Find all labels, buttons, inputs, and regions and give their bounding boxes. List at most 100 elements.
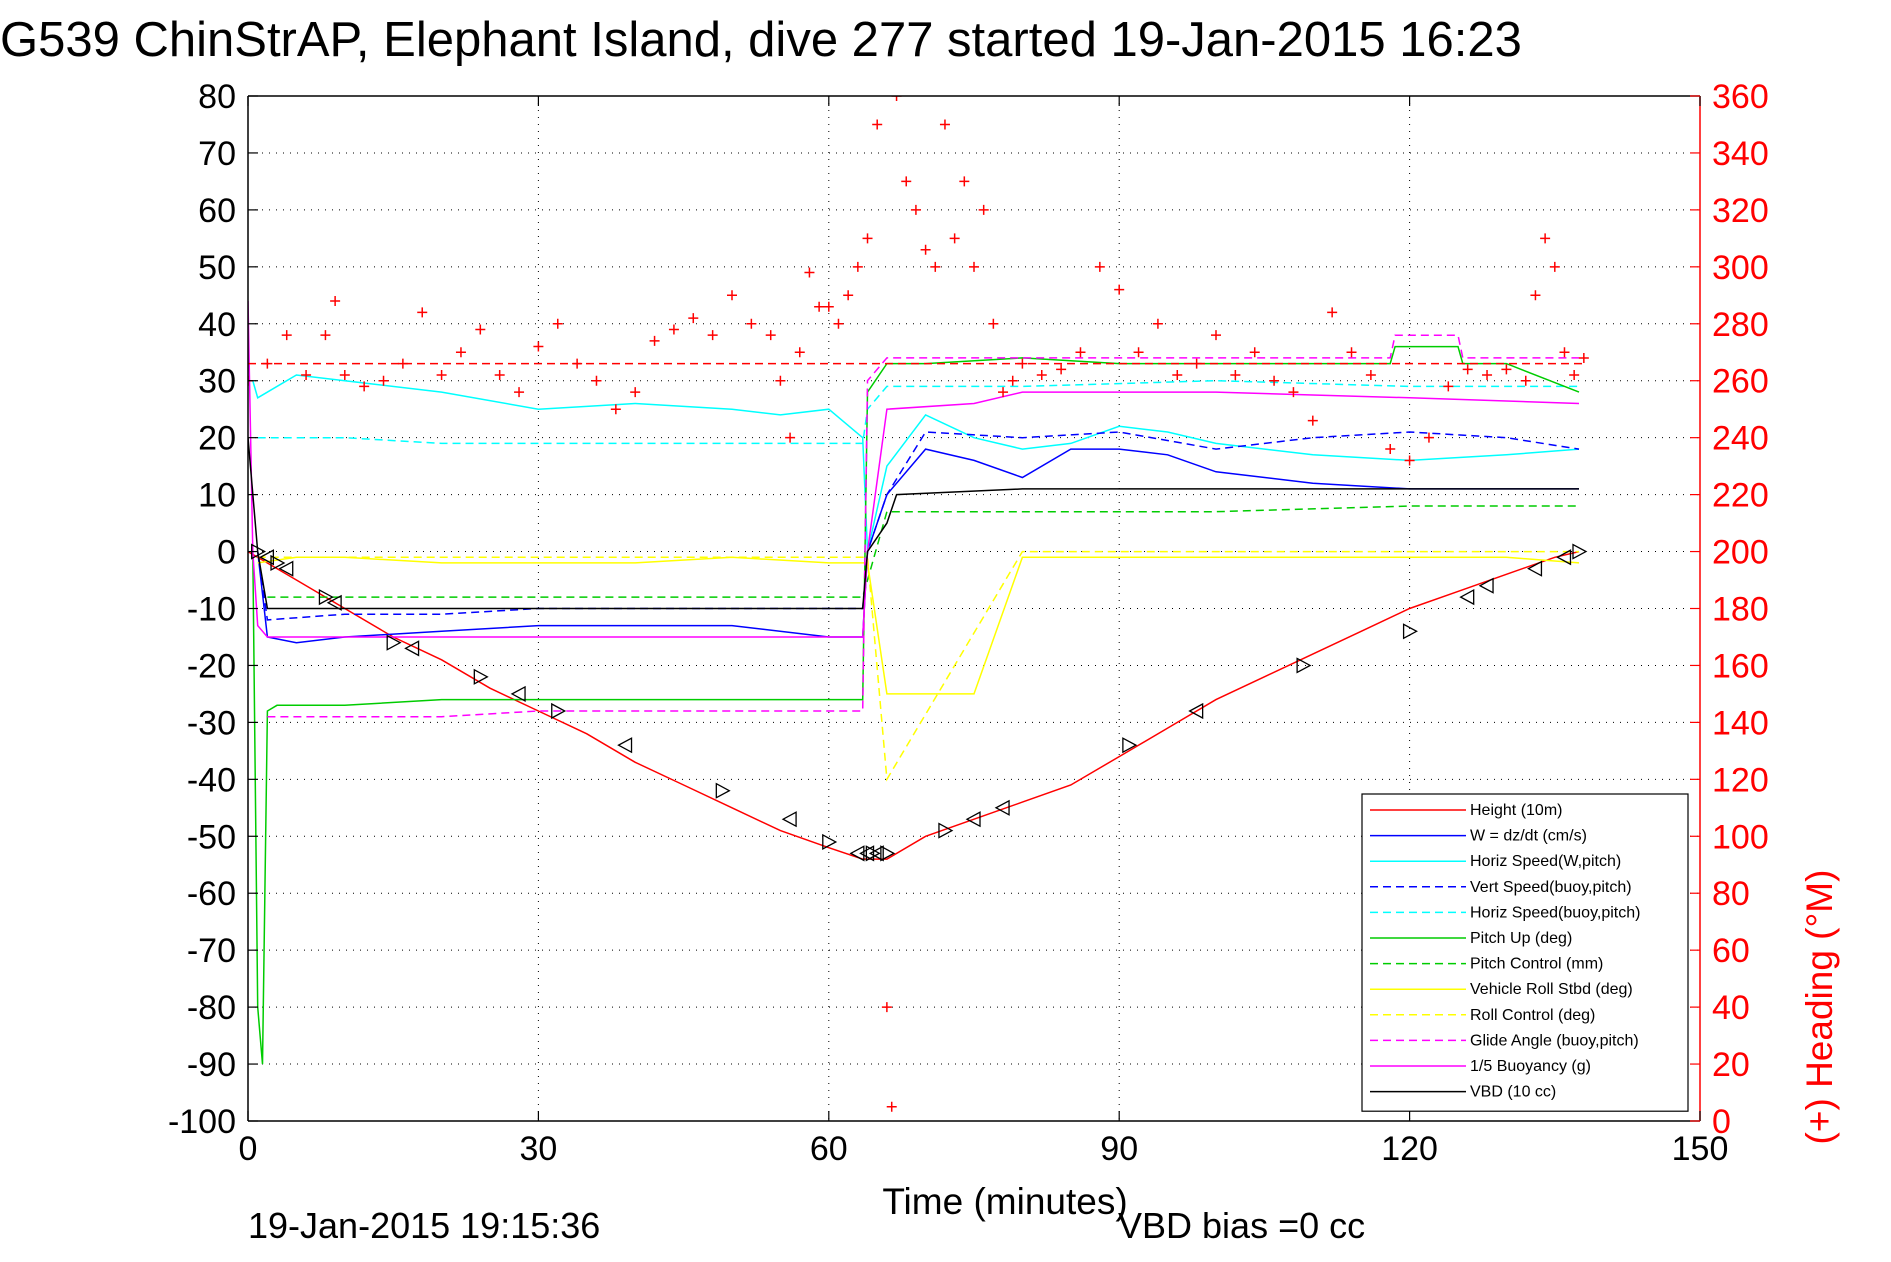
legend-label: Vehicle Roll Stbd (deg) xyxy=(1470,981,1633,998)
y2-tick-label: 280 xyxy=(1712,306,1769,344)
track-marker xyxy=(1478,577,1494,594)
y-tick-label: -50 xyxy=(187,818,236,856)
heading-marker xyxy=(591,375,602,386)
legend-label: 1/5 Buoyancy (g) xyxy=(1470,1058,1591,1075)
heading-marker xyxy=(1007,375,1018,386)
track-marker xyxy=(551,702,567,720)
legend-label: Roll Control (deg) xyxy=(1470,1007,1595,1024)
track-marker xyxy=(318,589,334,606)
y2-tick-label: 260 xyxy=(1712,363,1769,401)
heading-marker xyxy=(1520,375,1531,386)
y-tick-label: 20 xyxy=(198,420,236,458)
heading-marker xyxy=(1404,455,1415,466)
y-tick-label: 10 xyxy=(198,477,236,515)
y2-tick-label: 200 xyxy=(1712,534,1769,572)
y-tick-label: -40 xyxy=(187,761,236,799)
x-tick-label: 120 xyxy=(1381,1130,1438,1168)
heading-marker xyxy=(1385,444,1396,455)
y-tick-label: 50 xyxy=(198,249,236,287)
heading-marker xyxy=(1540,233,1551,244)
heading-marker xyxy=(1549,261,1560,272)
legend-label: Vert Speed(buoy,pitch) xyxy=(1470,879,1632,896)
y-tick-label: -70 xyxy=(187,932,236,970)
legend-label: Pitch Control (mm) xyxy=(1470,956,1603,973)
y2-tick-label: 0 xyxy=(1712,1103,1731,1141)
track-marker xyxy=(715,782,731,799)
heading-marker xyxy=(814,301,825,312)
series-line-4 xyxy=(257,379,1579,445)
track-marker xyxy=(278,560,294,577)
series-line-8 xyxy=(257,550,1579,782)
track-marker xyxy=(822,833,838,851)
heading-marker xyxy=(969,261,979,272)
series-line-2 xyxy=(252,374,1580,552)
track-marker xyxy=(1402,623,1418,640)
heading-marker xyxy=(630,387,641,398)
heading-marker xyxy=(359,381,370,392)
heading-marker xyxy=(1327,307,1338,318)
track-marker xyxy=(1459,589,1475,606)
y2-tick-label: 220 xyxy=(1712,477,1769,515)
heading-marker xyxy=(930,261,941,272)
y-tick-label: -30 xyxy=(187,704,236,742)
track-marker xyxy=(1188,702,1204,720)
heading-marker xyxy=(262,358,273,369)
y-tick-label: 70 xyxy=(198,135,236,173)
series-line-9 xyxy=(267,334,1579,718)
y-tick-label: -10 xyxy=(187,591,236,629)
y-tick-label: 80 xyxy=(198,78,236,116)
y2-tick-label: 140 xyxy=(1712,704,1769,742)
heading-marker xyxy=(1191,358,1202,369)
track-marker xyxy=(473,668,489,685)
track-marker xyxy=(1572,543,1588,560)
heading-marker xyxy=(823,301,834,312)
heading-marker xyxy=(1365,370,1376,381)
x-tick-label: 30 xyxy=(519,1130,557,1168)
x-tick-label: 0 xyxy=(239,1130,258,1168)
y-tick-label: 40 xyxy=(198,306,236,344)
series-line-10 xyxy=(248,300,1580,638)
track-marker xyxy=(781,811,797,828)
heading-marker xyxy=(397,358,408,369)
chart-title: G539 ChinStrAP, Elephant Island, dive 27… xyxy=(0,13,1522,67)
heading-marker xyxy=(1269,375,1280,386)
x-axis-label: Time (minutes) xyxy=(882,1181,1127,1222)
heading-marker xyxy=(301,370,312,381)
heading-marker xyxy=(417,307,428,318)
legend-label: Glide Angle (buoy,pitch) xyxy=(1470,1032,1639,1049)
y-tick-label: 60 xyxy=(198,192,236,230)
heading-marker xyxy=(881,1002,892,1013)
track-marker xyxy=(865,845,881,862)
y2-tick-label: 320 xyxy=(1712,192,1769,230)
heading-marker xyxy=(1559,347,1570,358)
heading-marker xyxy=(939,119,950,130)
heading-marker xyxy=(891,96,902,101)
y2-tick-label: 40 xyxy=(1712,989,1750,1027)
y2-tick-label: 360 xyxy=(1712,78,1769,116)
y2-tick-label: 240 xyxy=(1712,420,1769,458)
heading-marker xyxy=(1075,347,1086,358)
legend-label: Horiz Speed(W,pitch) xyxy=(1470,853,1621,870)
heading-marker xyxy=(1036,370,1047,381)
heading-marker xyxy=(1443,381,1454,392)
heading-marker xyxy=(533,341,544,352)
y-tick-label: -60 xyxy=(187,875,236,913)
track-marker xyxy=(880,845,896,862)
heading-marker xyxy=(978,204,989,215)
heading-marker xyxy=(1530,290,1541,301)
y-tick-label: 30 xyxy=(198,363,236,401)
track-marker xyxy=(938,822,954,839)
heading-marker xyxy=(843,290,854,301)
y-tick-label: 0 xyxy=(217,534,236,572)
heading-marker xyxy=(281,330,292,341)
heading-marker xyxy=(1249,347,1260,358)
footer-vbd-bias: VBD bias =0 cc xyxy=(1118,1205,1365,1246)
heading-marker xyxy=(1114,284,1125,295)
heading-marker xyxy=(833,318,844,329)
heading-marker xyxy=(1501,364,1512,375)
legend-label: W = dz/dt (cm/s) xyxy=(1470,828,1587,845)
heading-marker xyxy=(872,119,883,130)
y2-tick-label: 340 xyxy=(1712,135,1769,173)
y2-tick-label: 20 xyxy=(1712,1046,1750,1084)
y-tick-label: -80 xyxy=(187,989,236,1027)
